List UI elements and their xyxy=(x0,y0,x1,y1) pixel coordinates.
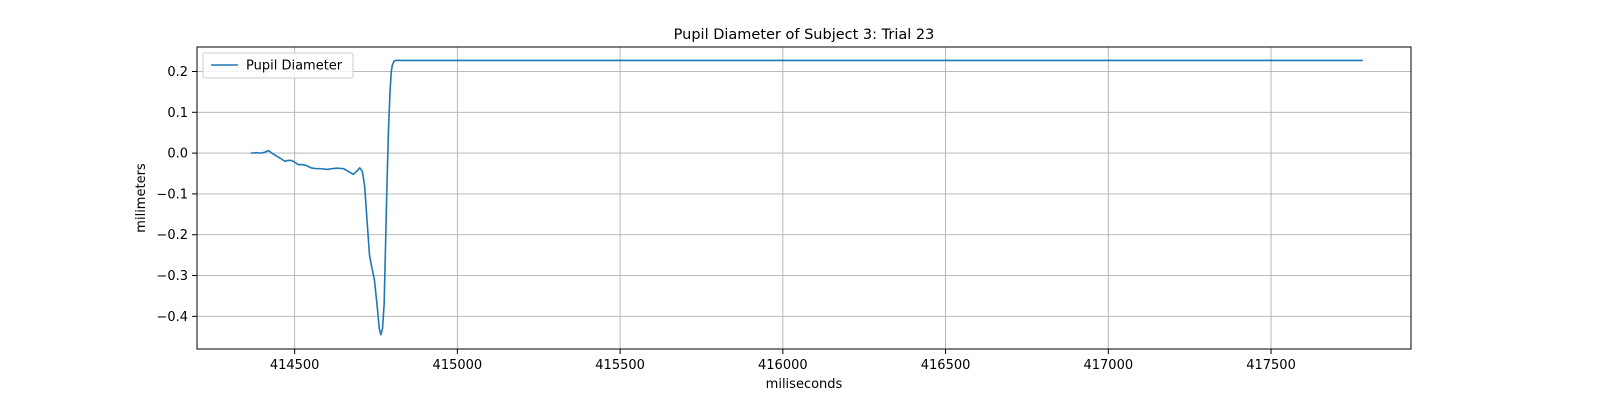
grid-layer xyxy=(197,47,1411,349)
x-tick-label: 417500 xyxy=(1246,358,1296,373)
plot-frame xyxy=(196,46,1412,350)
y-tick-label: 0.0 xyxy=(167,147,188,162)
series-line-pupil-diameter xyxy=(250,59,1363,336)
x-tick-label: 417000 xyxy=(1083,358,1133,373)
x-tick-label: 415000 xyxy=(433,358,483,373)
y-axis-label: milimeters xyxy=(134,163,149,233)
x-axis-ticks: 414500 415000 415500 416000 416500 417000 4175… xyxy=(270,349,1296,373)
x-tick-label: 414500 xyxy=(270,358,320,373)
chart-title: Pupil Diameter of Subject 3: Trial 23 xyxy=(674,27,935,43)
legend: Pupil Diameter xyxy=(202,52,354,79)
legend-label-pupil-diameter: Pupil Diameter xyxy=(246,59,343,74)
y-tick-label: −0.3 xyxy=(156,269,188,284)
y-axis-ticks: 0.2 0.1 0.0 −0.1 −0.2 −0.3 −0.4 xyxy=(156,65,197,325)
series-layer xyxy=(250,59,1363,336)
x-tick-label: 416000 xyxy=(758,358,808,373)
y-tick-label: 0.2 xyxy=(167,65,188,80)
y-tick-label: 0.1 xyxy=(167,106,188,121)
y-tick-label: −0.2 xyxy=(156,228,188,243)
x-axis-label: miliseconds xyxy=(766,377,843,392)
y-tick-label: −0.1 xyxy=(156,187,188,202)
x-tick-label: 415500 xyxy=(595,358,645,373)
legend-box xyxy=(202,52,354,79)
x-tick-label: 416500 xyxy=(921,358,971,373)
y-tick-label: −0.4 xyxy=(156,310,188,325)
